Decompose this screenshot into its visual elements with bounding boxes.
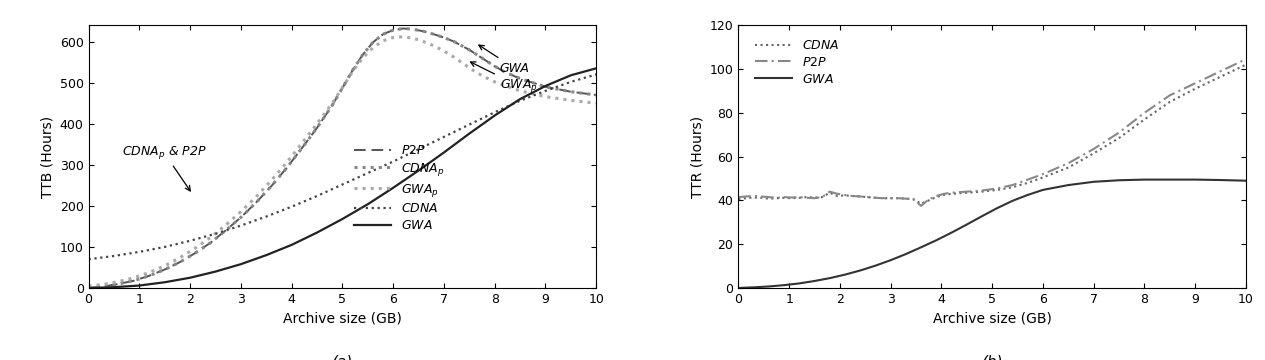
Legend: $P2P$, $CDNA_p$, $GWA_p$, $CDNA$, $GWA$: $P2P$, $CDNA_p$, $GWA_p$, $CDNA$, $GWA$ <box>349 139 449 237</box>
Y-axis label: TTR (Hours): TTR (Hours) <box>691 116 705 198</box>
Text: GWA: GWA <box>479 45 530 75</box>
Text: (b): (b) <box>982 355 1003 360</box>
Text: $GWA_p$: $GWA_p$ <box>471 62 538 94</box>
X-axis label: Archive size (GB): Archive size (GB) <box>283 311 402 325</box>
Legend: $CDNA$, $P2P$, $GWA$: $CDNA$, $P2P$, $GWA$ <box>750 34 845 91</box>
Text: (a): (a) <box>331 355 353 360</box>
X-axis label: Archive size (GB): Archive size (GB) <box>932 311 1051 325</box>
Text: $CDNA_p$ & P2P: $CDNA_p$ & P2P <box>121 144 206 191</box>
Y-axis label: TTB (Hours): TTB (Hours) <box>40 116 54 198</box>
